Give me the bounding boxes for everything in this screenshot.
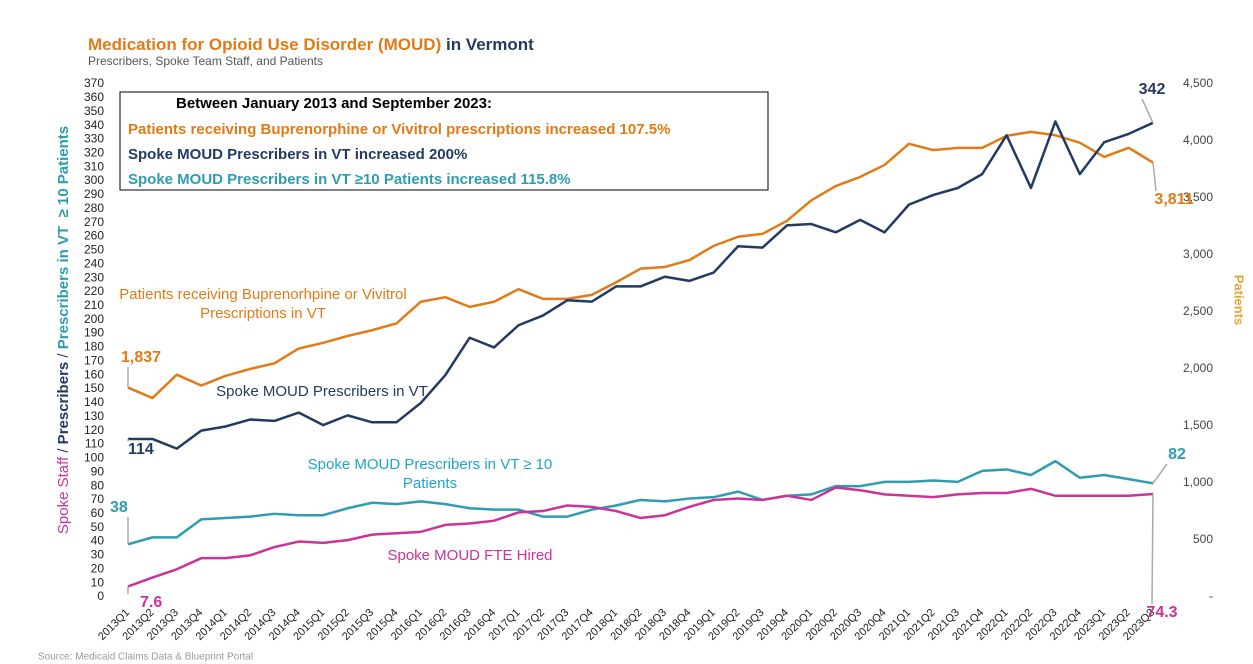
y-tick-label: 150 bbox=[84, 381, 104, 395]
y-tick-label: 20 bbox=[91, 561, 105, 575]
y-tick-label: 70 bbox=[91, 492, 105, 506]
series-label: Spoke MOUD FTE Hired bbox=[387, 547, 553, 564]
ylabel-part: Prescribers in VT ≥ 10 Patients bbox=[55, 126, 72, 349]
y-tick-label: 80 bbox=[91, 478, 105, 492]
annotation-box bbox=[119, 91, 769, 191]
y2-tick-label: 1,000 bbox=[1183, 475, 1213, 489]
annotation-text: Spoke MOUD Prescribers in VT ≥10 Patient… bbox=[128, 171, 571, 188]
series-line bbox=[127, 459, 1154, 546]
ylabel-part: / bbox=[55, 349, 72, 362]
y2-axis-title: Patients bbox=[1232, 275, 1247, 326]
y-tick-label: 330 bbox=[84, 132, 104, 146]
y-tick-label: 230 bbox=[84, 270, 104, 284]
y-axis-title: Spoke Staff / Prescribers / Prescribers … bbox=[55, 126, 72, 534]
y2-tick-label: 1,500 bbox=[1183, 418, 1213, 432]
y2-tick-label: 2,000 bbox=[1183, 361, 1213, 375]
data-label: 7.6 bbox=[140, 594, 162, 611]
y-tick-label: 280 bbox=[84, 201, 104, 215]
y-tick-label: 40 bbox=[91, 534, 105, 548]
source: Source: Medicaid Claims Data & Blueprint… bbox=[38, 652, 253, 663]
series-line bbox=[128, 120, 1154, 450]
data-label: 114 bbox=[128, 441, 154, 458]
annotation-text: Patients receiving Buprenorphine or Vivi… bbox=[128, 121, 670, 138]
y-tick-label: 310 bbox=[84, 159, 104, 173]
data-label: 3,811 bbox=[1154, 191, 1193, 208]
y-tick-label: 140 bbox=[84, 395, 104, 409]
y-tick-label: 180 bbox=[84, 340, 104, 354]
subtitle: Prescribers, Spoke Team Staff, and Patie… bbox=[88, 54, 323, 68]
y2-tick-label: - bbox=[1209, 589, 1213, 603]
title-part: in Vermont bbox=[441, 35, 534, 54]
title-part: Medication for Opioid Use Disorder (MOUD… bbox=[88, 35, 441, 54]
ylabel-part: Prescribers bbox=[55, 362, 72, 445]
chart-title: Medication for Opioid Use Disorder (MOUD… bbox=[88, 35, 534, 54]
y-tick-label: 60 bbox=[91, 506, 105, 520]
y-tick-label: 240 bbox=[84, 256, 104, 270]
series-label: Spoke MOUD Prescribers in VT bbox=[216, 383, 428, 400]
y-tick-label: 200 bbox=[84, 312, 104, 326]
leader-line bbox=[1152, 162, 1157, 192]
y-tick-label: 220 bbox=[84, 284, 104, 298]
y-tick-label: 0 bbox=[97, 589, 104, 603]
y2-tick-label: 500 bbox=[1193, 532, 1213, 546]
series-label: Spoke MOUD Prescribers in VT ≥ 10 Patien… bbox=[307, 456, 553, 492]
y-tick-label: 90 bbox=[91, 464, 105, 478]
y-tick-label: 320 bbox=[84, 145, 104, 159]
ylabel-part: Spoke Staff bbox=[55, 456, 72, 534]
data-label: 38 bbox=[110, 499, 128, 516]
y2-tick-label: 3,000 bbox=[1183, 247, 1213, 261]
leader-line bbox=[1141, 98, 1154, 124]
y-tick-label: 190 bbox=[84, 326, 104, 340]
y-tick-label: 160 bbox=[84, 367, 104, 381]
data-label: 1,837 bbox=[121, 349, 161, 366]
y-tick-label: 300 bbox=[84, 173, 104, 187]
data-label: 342 bbox=[1139, 81, 1166, 98]
y-tick-label: 30 bbox=[91, 548, 105, 562]
y2-tick-label: 3,500 bbox=[1183, 190, 1213, 204]
y-tick-label: 360 bbox=[84, 90, 104, 104]
y-tick-label: 340 bbox=[84, 118, 104, 132]
y-tick-label: 50 bbox=[91, 520, 105, 534]
y2-tick-label: 2,500 bbox=[1183, 304, 1213, 318]
ylabel-part: / bbox=[55, 444, 72, 457]
annotation-text: Spoke MOUD Prescribers in VT increased 2… bbox=[128, 146, 467, 163]
leader-line bbox=[1151, 493, 1154, 605]
series-label: Patients receiving Buprenorhpine or Vivi… bbox=[119, 286, 407, 322]
y2-tick-label: 4,000 bbox=[1183, 133, 1213, 147]
annotation-text: Between January 2013 and September 2023: bbox=[176, 95, 492, 112]
y-tick-label: 370 bbox=[84, 76, 104, 90]
y-tick-label: 110 bbox=[85, 437, 104, 451]
y-tick-label: 260 bbox=[84, 229, 104, 243]
y-tick-label: 290 bbox=[84, 187, 104, 201]
y-tick-label: 10 bbox=[91, 575, 105, 589]
y-tick-label: 250 bbox=[84, 243, 104, 257]
y-tick-label: 350 bbox=[84, 104, 104, 118]
data-label: 82 bbox=[1168, 446, 1186, 463]
y-tick-label: 170 bbox=[84, 353, 104, 367]
y2-tick-label: 4,500 bbox=[1183, 76, 1213, 90]
y-tick-label: 130 bbox=[84, 409, 104, 423]
y-tick-label: 270 bbox=[84, 215, 104, 229]
series-line bbox=[127, 486, 1154, 588]
y-tick-label: 100 bbox=[84, 451, 104, 465]
y-tick-label: 120 bbox=[84, 423, 104, 437]
data-label: 74.3 bbox=[1146, 604, 1177, 621]
y-tick-label: 210 bbox=[84, 298, 104, 312]
leader-line bbox=[1152, 463, 1168, 484]
series-line bbox=[127, 130, 1154, 400]
